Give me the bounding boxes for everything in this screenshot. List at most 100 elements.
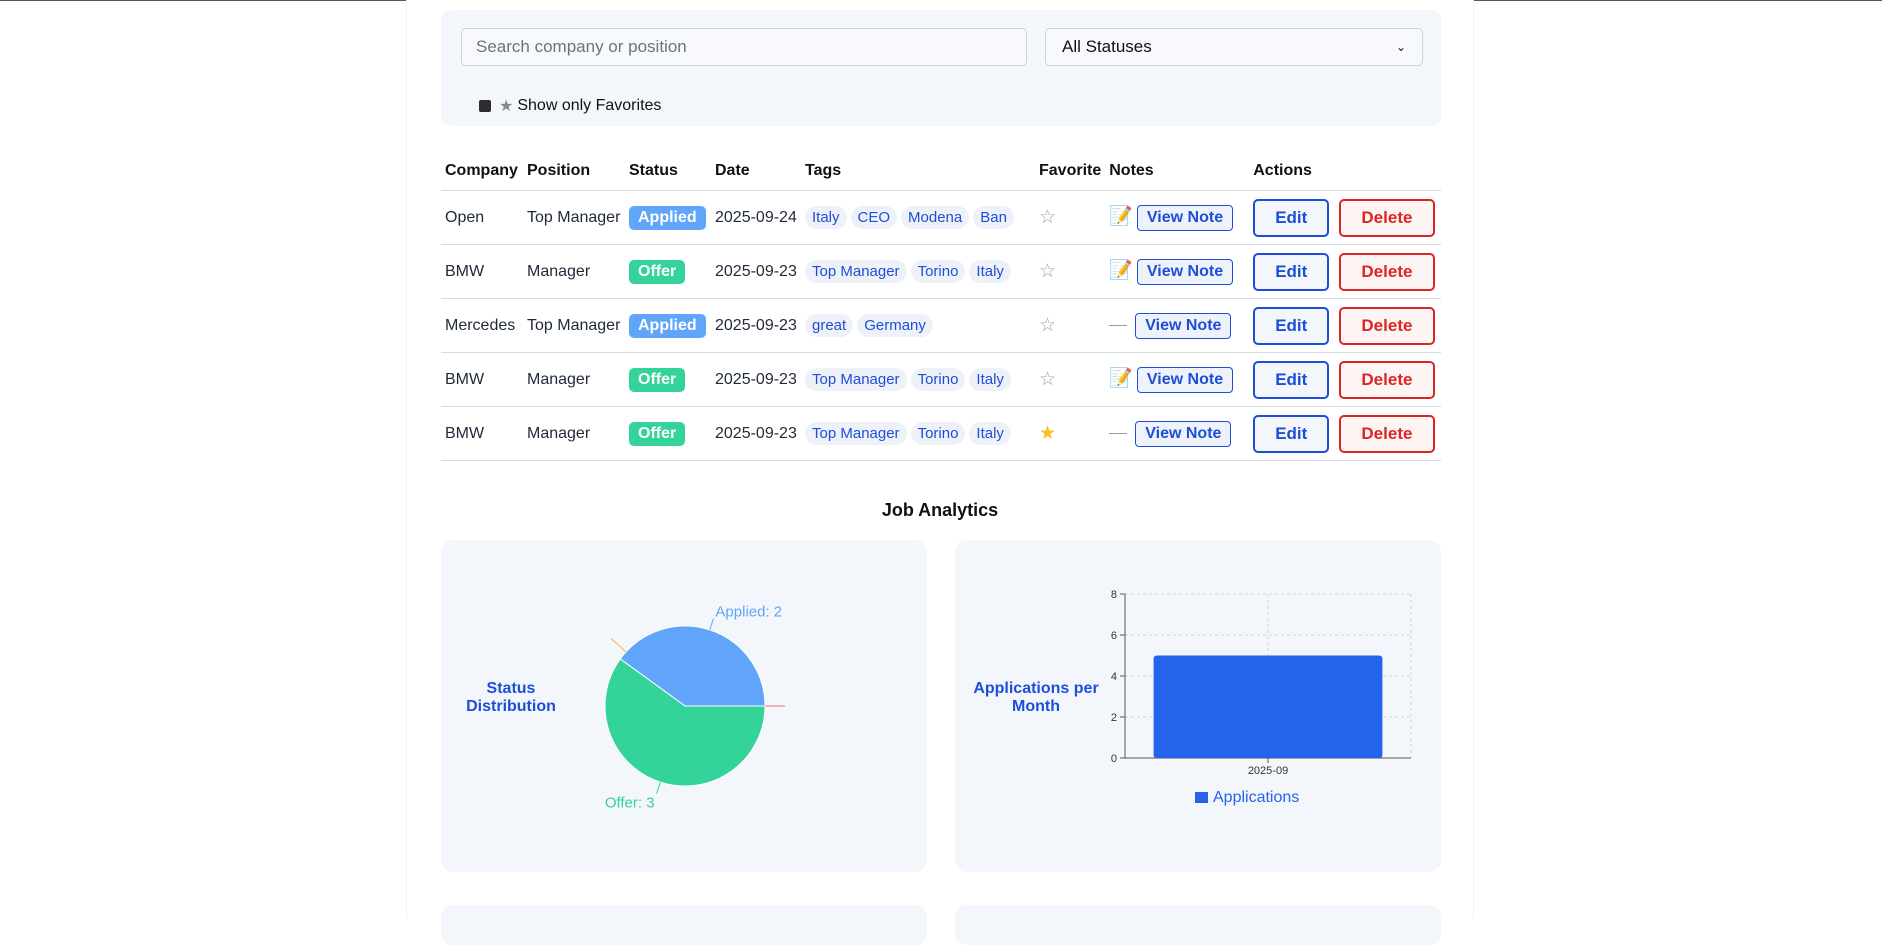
cell-notes: View Note — [1105, 406, 1250, 461]
x-tick-label: 2025-09 — [1248, 765, 1288, 777]
cell-notes: View Note — [1105, 298, 1250, 353]
header-date[interactable]: Date — [711, 152, 801, 191]
cell-status: Applied — [625, 298, 711, 353]
view-note-button[interactable]: View Note — [1136, 367, 1234, 393]
chart-card-lower-left — [441, 905, 927, 945]
table-header-row: Company Position Status Date Tags Favori… — [441, 152, 1441, 191]
header-favorite[interactable]: Favorite — [1035, 152, 1106, 191]
tag-chip[interactable]: Italy — [969, 260, 1011, 283]
tag-chip[interactable]: Top Manager — [805, 260, 907, 283]
cell-date: 2025-09-23 — [711, 406, 801, 461]
view-note-button[interactable]: View Note — [1136, 259, 1234, 285]
filter-panel: All Statuses ⌄ ★ Show only Favorites — [441, 10, 1441, 126]
cell-delete: Delete — [1334, 406, 1441, 461]
table-row: Mercedes Top Manager Applied 2025-09-23 grea… — [441, 298, 1441, 353]
star-outline-icon[interactable]: ☆ — [1039, 261, 1057, 282]
header-company[interactable]: Company — [441, 152, 523, 191]
cell-favorite: ☆ — [1035, 352, 1106, 407]
tag-chip[interactable]: Germany — [857, 314, 933, 337]
pie-label: Offer: 3 — [605, 794, 655, 811]
tag-chip[interactable]: great — [805, 314, 854, 337]
cell-position: Manager — [523, 406, 625, 461]
cell-status: Applied — [625, 190, 711, 245]
y-tick-label: 8 — [1111, 589, 1117, 601]
star-outline-icon[interactable]: ☆ — [1039, 315, 1057, 336]
favorites-filter[interactable]: ★ Show only Favorites — [479, 96, 661, 116]
cell-position: Manager — [523, 352, 625, 407]
tag-chip[interactable]: Torino — [910, 422, 966, 445]
cell-notes: 📝 View Note — [1105, 190, 1250, 245]
edit-button[interactable]: Edit — [1253, 414, 1330, 453]
delete-button[interactable]: Delete — [1338, 360, 1435, 399]
tag-chip[interactable]: Torino — [910, 260, 966, 283]
jobs-table: Company Position Status Date Tags Favori… — [441, 152, 1441, 461]
edit-button[interactable]: Edit — [1253, 198, 1330, 237]
tag-chip[interactable]: CEO — [850, 206, 898, 229]
cell-date: 2025-09-23 — [711, 298, 801, 353]
pie-slice-offer[interactable] — [604, 658, 766, 787]
tag-chip[interactable]: Modena — [901, 206, 970, 229]
status-filter-value: All Statuses — [1062, 37, 1152, 56]
tag-chip[interactable]: Top Manager — [805, 368, 907, 391]
edit-button[interactable]: Edit — [1253, 306, 1330, 345]
table-row: Open Top Manager Applied 2025-09-24 Italy CEO… — [441, 190, 1441, 245]
star-outline-icon[interactable]: ☆ — [1039, 207, 1057, 228]
bar[interactable] — [1153, 655, 1383, 759]
cell-status: Offer — [625, 244, 711, 299]
tag-chip[interactable]: Ban — [973, 206, 1014, 229]
header-status[interactable]: Status — [625, 152, 711, 191]
pie-slice-applied[interactable] — [619, 625, 766, 707]
cell-tags: Top Manager Torino Italy — [801, 406, 1035, 461]
cell-notes: 📝 View Note — [1105, 352, 1250, 407]
cell-company: BMW — [441, 406, 523, 461]
cell-date: 2025-09-24 — [711, 190, 801, 245]
edit-button[interactable]: Edit — [1253, 360, 1330, 399]
pie-tick — [610, 638, 627, 653]
edit-button[interactable]: Edit — [1253, 252, 1330, 291]
star-outline-icon[interactable]: ☆ — [1039, 369, 1057, 390]
status-badge: Applied — [629, 205, 706, 230]
header-actions: Actions — [1249, 152, 1441, 191]
table-row: BMW Manager Offer 2025-09-23 Top Manager Tori… — [441, 352, 1441, 407]
chart-card-lower-right — [955, 905, 1441, 945]
cell-tags: great Germany — [801, 298, 1035, 353]
cell-position: Top Manager — [523, 298, 625, 353]
chevron-down-icon: ⌄ — [1395, 40, 1406, 54]
delete-button[interactable]: Delete — [1338, 306, 1435, 345]
status-distribution-card: Status Distribution Applied: 2 Offer: 3 — [441, 540, 927, 872]
status-pie-chart: Applied: 2 Offer: 3 — [604, 604, 785, 811]
view-note-button[interactable]: View Note — [1135, 420, 1232, 447]
y-tick-label: 2 — [1111, 712, 1117, 724]
star-filled-icon[interactable]: ★ — [1039, 423, 1057, 444]
star-icon: ★ — [499, 98, 514, 115]
month-card-label: Applications per Month — [973, 680, 1099, 715]
header-notes[interactable]: Notes — [1105, 152, 1250, 191]
table-row: BMW Manager Offer 2025-09-23 Top Manager Tori… — [441, 406, 1441, 461]
cell-favorite: ☆ — [1035, 298, 1106, 353]
pie-label-line — [709, 618, 714, 631]
header-position[interactable]: Position — [523, 152, 625, 191]
cell-delete: Delete — [1334, 298, 1441, 353]
cell-favorite: ☆ — [1035, 190, 1106, 245]
table-row: BMW Manager Offer 2025-09-23 Top Manager Tori… — [441, 244, 1441, 299]
delete-button[interactable]: Delete — [1338, 252, 1435, 291]
status-filter-select[interactable]: All Statuses ⌄ — [1045, 28, 1423, 66]
view-note-button[interactable]: View Note — [1135, 312, 1232, 339]
tag-chip[interactable]: Italy — [969, 368, 1011, 391]
cell-edit: Edit — [1249, 406, 1335, 461]
delete-button[interactable]: Delete — [1338, 198, 1435, 237]
delete-button[interactable]: Delete — [1338, 414, 1435, 453]
view-note-button[interactable]: View Note — [1136, 205, 1234, 231]
tag-chip[interactable]: Top Manager — [805, 422, 907, 445]
status-card-label: Status Distribution — [466, 680, 556, 715]
tag-chip[interactable]: Torino — [910, 368, 966, 391]
tag-chip[interactable]: Italy — [805, 206, 847, 229]
header-tags[interactable]: Tags — [801, 152, 1035, 191]
tag-chip[interactable]: Italy — [969, 422, 1011, 445]
cell-edit: Edit — [1249, 352, 1335, 407]
cell-delete: Delete — [1334, 352, 1441, 407]
favorites-checkbox[interactable] — [479, 100, 491, 112]
cell-edit: Edit — [1249, 190, 1335, 245]
status-badge: Offer — [629, 421, 686, 446]
search-input[interactable] — [461, 28, 1027, 66]
